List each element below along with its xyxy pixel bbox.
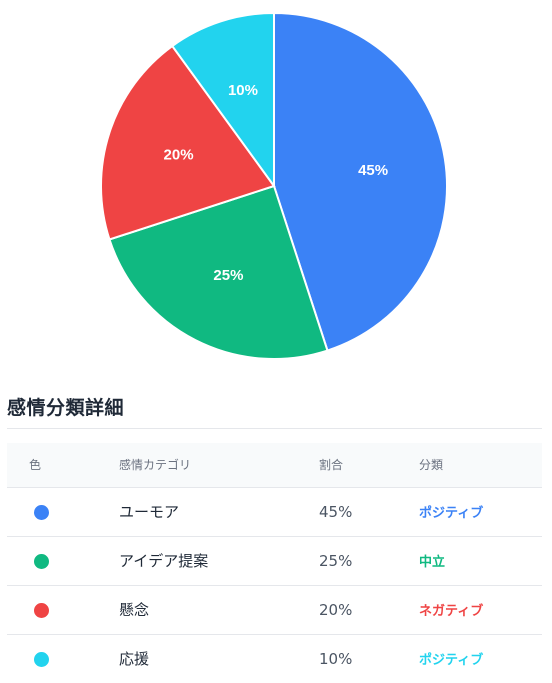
ratio-text: 25% xyxy=(319,551,353,570)
table-header-row: 色 感情カテゴリ 割合 分類 xyxy=(7,443,542,488)
color-dot xyxy=(34,602,49,618)
color-cell xyxy=(7,536,119,586)
color-cell xyxy=(7,585,119,635)
header-ratio: 割合 xyxy=(319,443,419,488)
category-text: 懸念 xyxy=(119,601,150,619)
section-title: 感情分類詳細 xyxy=(7,397,125,419)
table-row: ユーモア 45% ポジティブ xyxy=(7,487,542,537)
color-cell xyxy=(7,634,119,683)
pie-label-support: 10% xyxy=(228,82,258,99)
category-cell: アイデア提案 xyxy=(119,536,319,586)
classification-text: 中立 xyxy=(419,555,446,570)
pie-chart-container: 45% 25% 20% 10% xyxy=(100,11,449,360)
header-classification: 分類 xyxy=(419,443,542,488)
category-text: 応援 xyxy=(119,650,150,668)
pie-chart: 45% 25% 20% 10% xyxy=(100,11,449,360)
pie-slice-humor xyxy=(273,11,449,352)
pie-slice-concern xyxy=(100,44,276,241)
category-cell: 懸念 xyxy=(119,585,319,635)
ratio-cell: 20% xyxy=(319,585,419,635)
pie-slice-support xyxy=(170,11,275,190)
header-color: 色 xyxy=(7,443,119,488)
category-cell: 応援 xyxy=(119,634,319,683)
ratio-cell: 10% xyxy=(319,634,419,683)
ratio-text: 45% xyxy=(319,502,353,521)
color-dot xyxy=(34,504,49,520)
color-dot xyxy=(34,553,49,569)
color-dot xyxy=(34,651,49,667)
classification-cell: ポジティブ xyxy=(419,487,542,537)
classification-cell: ネガティブ xyxy=(419,585,542,635)
color-cell xyxy=(7,487,119,537)
pie-label-concern: 20% xyxy=(164,146,194,163)
title-divider xyxy=(7,428,542,429)
table-row: 懸念 20% ネガティブ xyxy=(7,585,542,635)
category-text: ユーモア xyxy=(119,503,180,521)
header-category: 感情カテゴリ xyxy=(119,443,319,488)
emotion-detail-table: 色 感情カテゴリ 割合 分類 ユーモア 45% ポジティブ アイデア提案 25%… xyxy=(7,443,542,683)
table-row: アイデア提案 25% 中立 xyxy=(7,536,542,586)
classification-text: ネガティブ xyxy=(419,604,484,619)
classification-text: ポジティブ xyxy=(419,506,484,521)
pie-slice-idea xyxy=(108,184,329,360)
classification-cell: ポジティブ xyxy=(419,634,542,683)
category-text: アイデア提案 xyxy=(119,552,209,570)
table-row: 応援 10% ポジティブ xyxy=(7,634,542,683)
classification-cell: 中立 xyxy=(419,536,542,586)
ratio-text: 10% xyxy=(319,649,353,668)
ratio-cell: 45% xyxy=(319,487,419,537)
ratio-text: 20% xyxy=(319,600,353,619)
category-cell: ユーモア xyxy=(119,487,319,537)
ratio-cell: 25% xyxy=(319,536,419,586)
pie-label-idea: 25% xyxy=(213,267,243,284)
classification-text: ポジティブ xyxy=(419,653,484,668)
pie-label-humor: 45% xyxy=(358,162,388,179)
